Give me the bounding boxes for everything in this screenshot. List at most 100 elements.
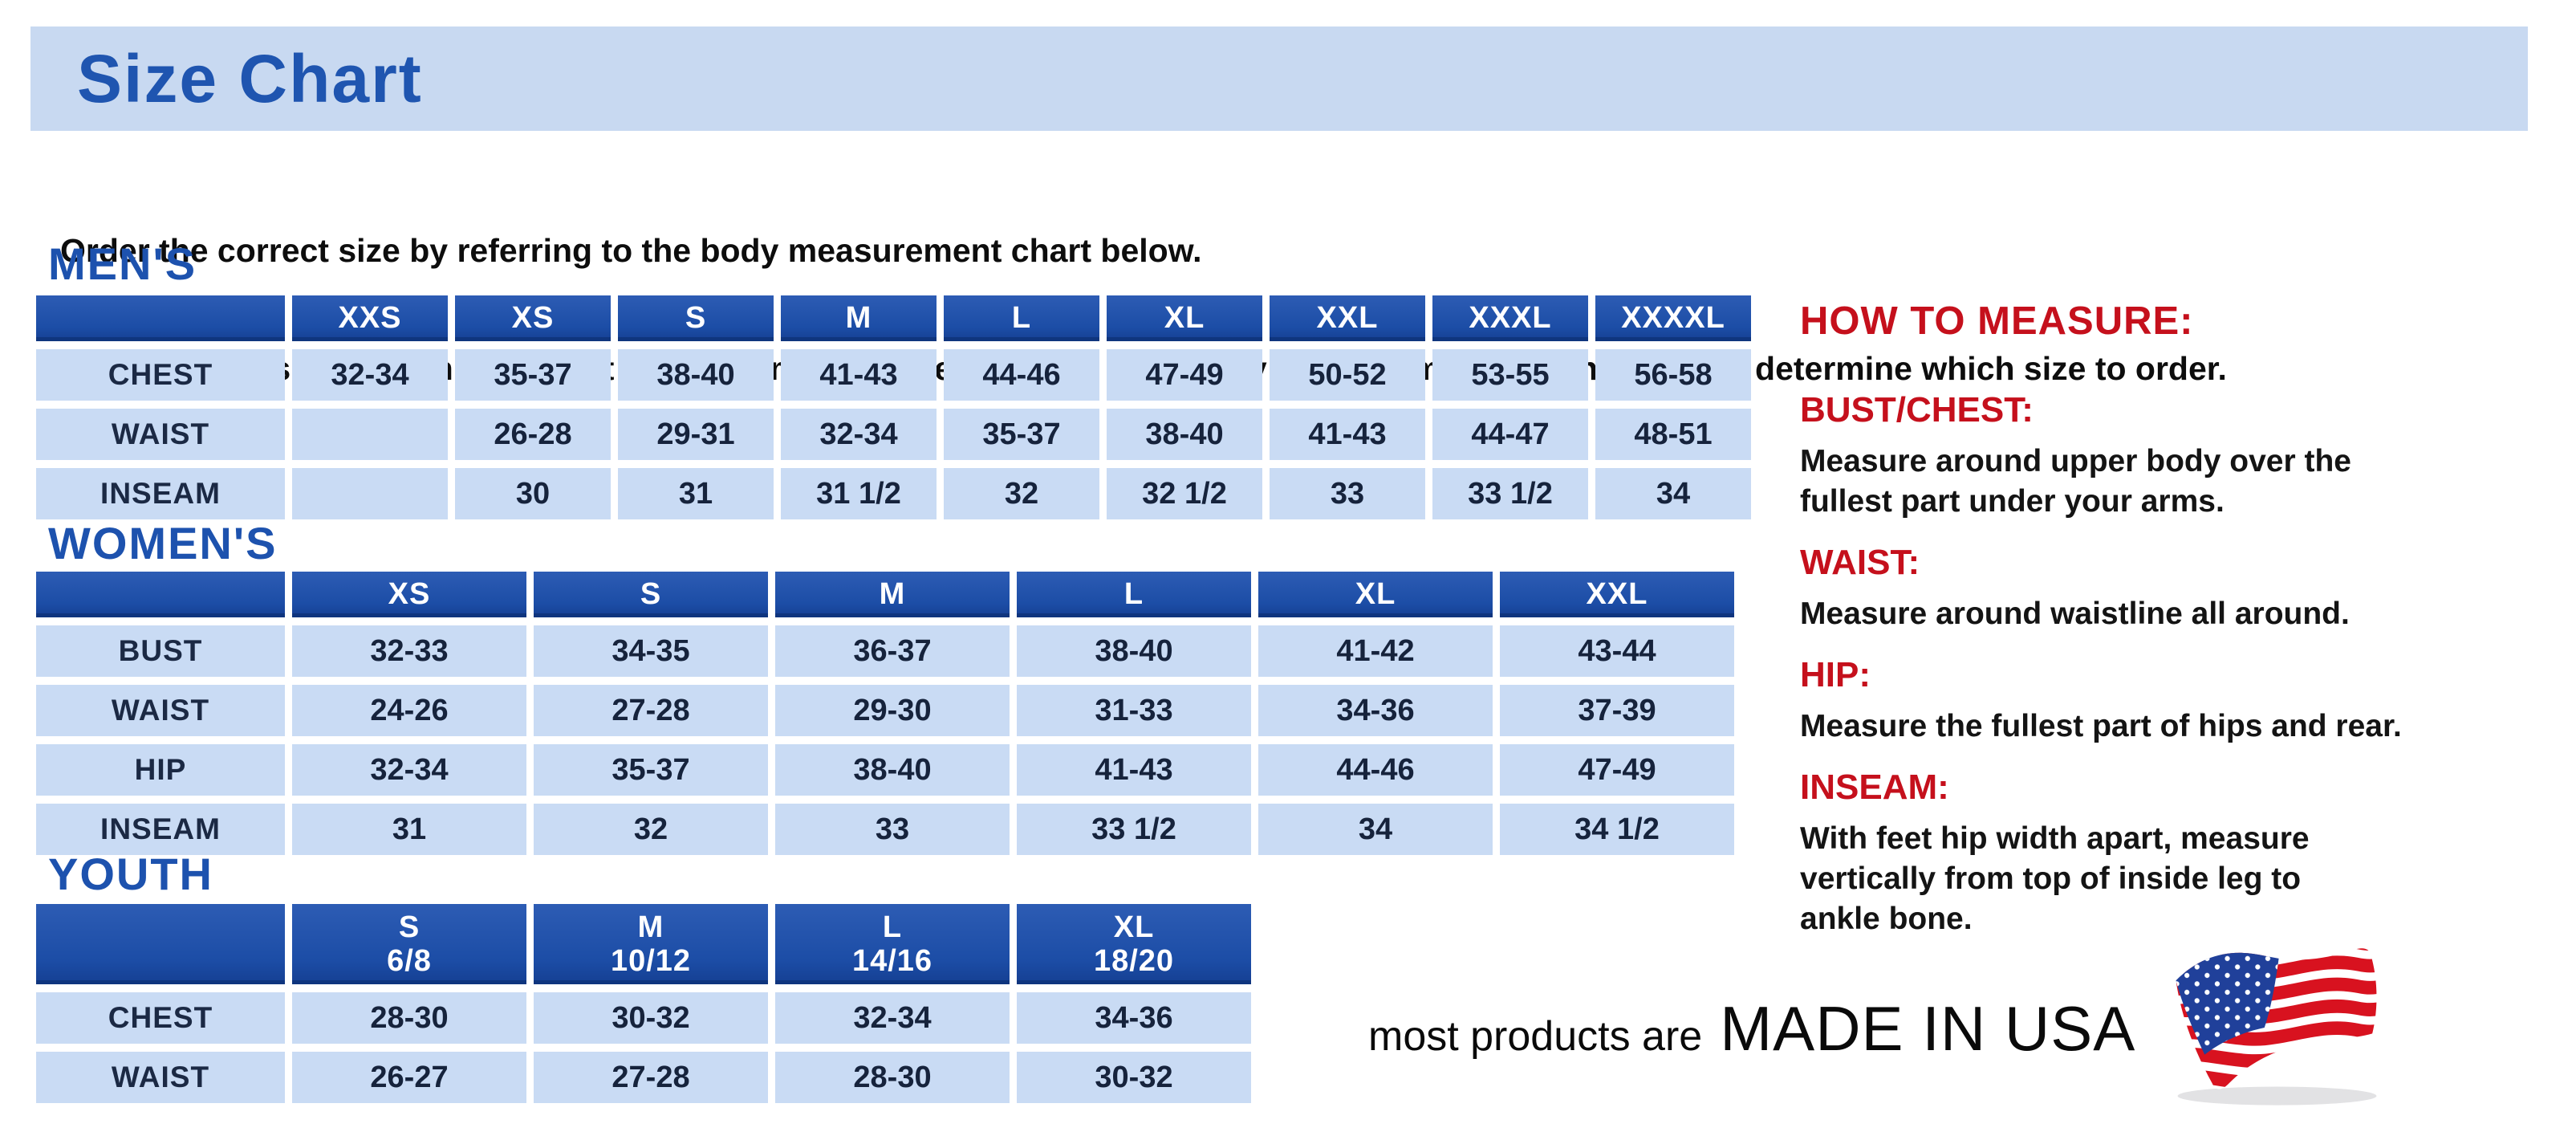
- row-label: INSEAM: [36, 468, 285, 519]
- value-cell: 29-31: [618, 409, 774, 460]
- size-range: 14/16: [851, 944, 933, 978]
- value-cell: 47-49: [1500, 744, 1734, 796]
- title-banner: Size Chart: [30, 26, 2528, 131]
- value-cell: 33 1/2: [1432, 468, 1588, 519]
- row-label: CHEST: [36, 349, 285, 401]
- value-cell: 30: [455, 468, 611, 519]
- womens-heading: WOMEN'S: [48, 518, 278, 568]
- measure-text: Measure around waistline all around.: [1800, 597, 2350, 631]
- col-header: XXS: [292, 295, 448, 341]
- col-header: XL: [1107, 295, 1262, 341]
- how-to-measure-heading: HOW TO MEASURE:: [1800, 299, 2194, 343]
- value-cell: 33 1/2: [1017, 804, 1251, 855]
- womens-size-table: XS S M L XL XXL BUST 32-33 34-35 36-37 3…: [36, 572, 1734, 855]
- value-cell: 41-43: [1017, 744, 1251, 796]
- mens-heading: MEN'S: [48, 238, 197, 289]
- row-label: INSEAM: [36, 804, 285, 855]
- row-label: WAIST: [36, 685, 285, 736]
- value-cell: 24-26: [292, 685, 526, 736]
- row-label: CHEST: [36, 992, 285, 1044]
- measure-item-hip: HIP: Measure the fullest part of hips an…: [1800, 655, 2538, 747]
- col-header: M 10/12: [534, 904, 768, 984]
- col-header: S: [618, 295, 774, 341]
- youth-heading: YOUTH: [48, 849, 213, 899]
- size-letter: L: [882, 910, 903, 944]
- measure-item-waist: WAIST: Measure around waistline all arou…: [1800, 543, 2538, 634]
- value-cell: 32-34: [775, 992, 1010, 1044]
- col-header: XS: [292, 572, 526, 617]
- value-cell: 37-39: [1500, 685, 1734, 736]
- value-cell: 35-37: [455, 349, 611, 401]
- value-cell: 27-28: [534, 685, 768, 736]
- value-cell: 44-46: [1258, 744, 1493, 796]
- size-range: 6/8: [387, 944, 432, 978]
- value-cell: 28-30: [775, 1052, 1010, 1103]
- value-cell: 44-47: [1432, 409, 1588, 460]
- value-cell: 38-40: [1017, 625, 1251, 677]
- measure-label: INSEAM:: [1800, 768, 1949, 807]
- measure-label: BUST/CHEST:: [1800, 390, 2034, 430]
- value-cell: 26-28: [455, 409, 611, 460]
- value-cell: 44-46: [944, 349, 1099, 401]
- value-cell: 32-34: [292, 349, 448, 401]
- measure-text: Measure the fullest part of hips and rea…: [1800, 709, 2402, 743]
- how-to-measure-section: HOW TO MEASURE: BUST/CHEST: Measure arou…: [1800, 299, 2538, 960]
- value-cell: 48-51: [1595, 409, 1751, 460]
- value-cell: 53-55: [1432, 349, 1588, 401]
- size-letter: S: [398, 910, 421, 944]
- value-cell: 50-52: [1270, 349, 1425, 401]
- footer-prefix: most products are: [1368, 1013, 1703, 1060]
- row-label: BUST: [36, 625, 285, 677]
- mens-size-table: XXS XS S M L XL XXL XXXL XXXXL CHEST 32-…: [36, 295, 1751, 519]
- size-letter: XL: [1113, 910, 1155, 944]
- us-flag-icon: [2176, 948, 2377, 1106]
- measure-item-inseam: INSEAM: With feet hip width apart, measu…: [1800, 768, 2538, 939]
- measure-text: With feet hip width apart, measure verti…: [1800, 821, 2310, 936]
- intro-line-1: Order the correct size by referring to t…: [60, 232, 1202, 269]
- value-cell: 30-32: [1017, 1052, 1251, 1103]
- value-cell: 27-28: [534, 1052, 768, 1103]
- value-cell: 34-35: [534, 625, 768, 677]
- value-cell: 29-30: [775, 685, 1010, 736]
- col-header: XL 18/20: [1017, 904, 1251, 984]
- value-cell: [292, 468, 448, 519]
- value-cell: 32 1/2: [1107, 468, 1262, 519]
- value-cell: 38-40: [775, 744, 1010, 796]
- size-range: 10/12: [610, 944, 692, 978]
- value-cell: 41-43: [781, 349, 937, 401]
- value-cell: 43-44: [1500, 625, 1734, 677]
- value-cell: 35-37: [534, 744, 768, 796]
- value-cell: 31-33: [1017, 685, 1251, 736]
- col-header: XXL: [1500, 572, 1734, 617]
- value-cell: 32-34: [781, 409, 937, 460]
- page-title: Size Chart: [77, 40, 423, 116]
- value-cell: 31: [292, 804, 526, 855]
- value-cell: 28-30: [292, 992, 526, 1044]
- value-cell: 34 1/2: [1500, 804, 1734, 855]
- col-header: S: [534, 572, 768, 617]
- value-cell: 32-34: [292, 744, 526, 796]
- value-cell: 32-33: [292, 625, 526, 677]
- measure-label: HIP:: [1800, 655, 1871, 694]
- value-cell: 38-40: [1107, 409, 1262, 460]
- value-cell: 26-27: [292, 1052, 526, 1103]
- col-header: L: [1017, 572, 1251, 617]
- corner-cell: [36, 572, 285, 617]
- corner-cell: [36, 904, 285, 984]
- row-label: WAIST: [36, 409, 285, 460]
- youth-size-table: S 6/8 M 10/12 L 14/16 XL 18/20 CHEST 28-…: [36, 904, 1251, 1103]
- size-range: 18/20: [1093, 944, 1175, 978]
- value-cell: 34-36: [1258, 685, 1493, 736]
- col-header: XXL: [1270, 295, 1425, 341]
- value-cell: 34: [1258, 804, 1493, 855]
- col-header: XXXXL: [1595, 295, 1751, 341]
- col-header: S 6/8: [292, 904, 526, 984]
- col-header: L 14/16: [775, 904, 1010, 984]
- measure-item-bust-chest: BUST/CHEST: Measure around upper body ov…: [1800, 390, 2538, 522]
- value-cell: 32: [534, 804, 768, 855]
- value-cell: [292, 409, 448, 460]
- row-label: HIP: [36, 744, 285, 796]
- value-cell: 31: [618, 468, 774, 519]
- value-cell: 41-43: [1270, 409, 1425, 460]
